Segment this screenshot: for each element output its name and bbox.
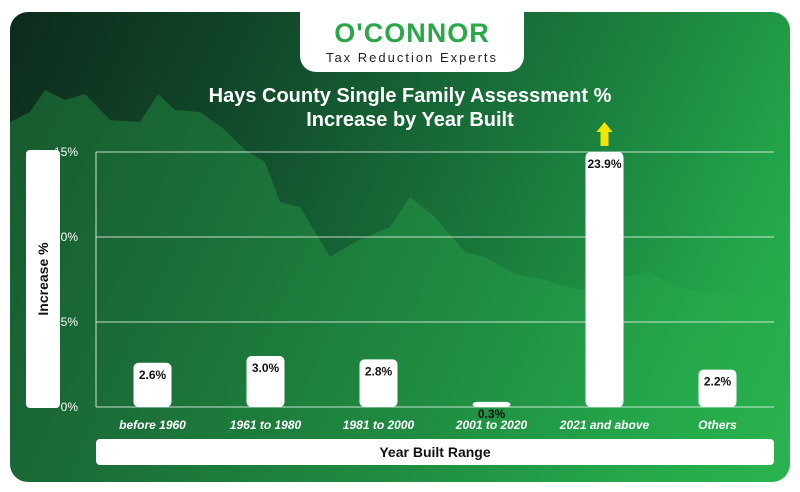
- logo-tagline: Tax Reduction Experts: [325, 50, 499, 65]
- bar: [585, 152, 624, 407]
- chart-card: O'CONNOR Tax Reduction Experts Hays Coun…: [10, 12, 790, 482]
- x-axis-label: Year Built Range: [379, 444, 491, 460]
- plot-area: 0% 5% 10% 15% 2.6% before 1960 3.0% 1961 to 198…: [54, 122, 774, 432]
- y-axis-label-box: Increase %: [26, 150, 60, 408]
- bar: [698, 369, 737, 407]
- overflow-arrow-icon: [596, 122, 613, 146]
- logo: O'CONNOR Tax Reduction Experts: [300, 12, 524, 72]
- y-tick-label: 10%: [54, 230, 78, 244]
- data-label: 2.2%: [704, 375, 732, 389]
- x-tick-label: 1981 to 2000: [343, 418, 415, 432]
- x-tick-label: 2021 and above: [559, 418, 650, 432]
- x-tick-label: Others: [698, 418, 737, 432]
- chart-title: Hays County Single Family Assessment % I…: [160, 84, 660, 132]
- bar: [472, 401, 511, 407]
- y-tick-label: 15%: [54, 145, 78, 159]
- data-label: 3.0%: [252, 361, 280, 375]
- bar: [359, 359, 398, 407]
- y-tick-label: 0%: [61, 400, 79, 414]
- chart-title-line-1: Hays County Single Family Assessment %: [208, 85, 612, 107]
- bar: [133, 362, 172, 407]
- data-label: 2.6%: [139, 368, 167, 382]
- y-tick-label: 5%: [61, 315, 79, 329]
- bar: [246, 356, 285, 407]
- x-tick-label: 1961 to 1980: [230, 418, 302, 432]
- data-label: 0.3%: [478, 407, 506, 421]
- chart-title-line-2: Increase by Year Built: [306, 109, 514, 131]
- data-label: 23.9%: [587, 157, 621, 171]
- x-tick-label: 2001 to 2020: [455, 418, 528, 432]
- data-label: 2.8%: [365, 364, 393, 378]
- logo-name: O'CONNOR: [334, 18, 490, 48]
- x-axis-label-box: Year Built Range: [96, 439, 774, 465]
- x-tick-label: before 1960: [119, 418, 186, 432]
